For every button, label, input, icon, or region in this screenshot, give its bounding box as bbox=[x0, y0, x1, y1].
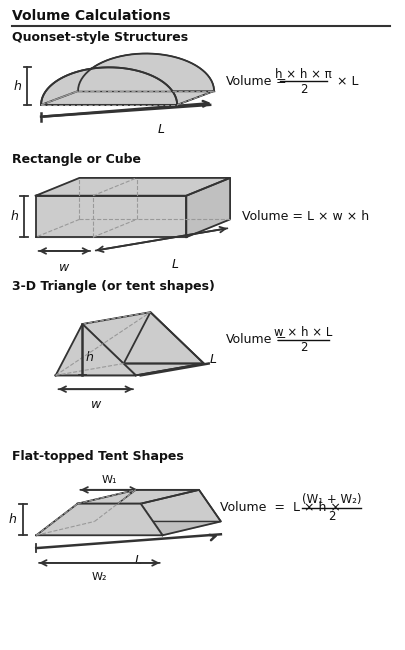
Text: w × h × L: w × h × L bbox=[274, 326, 333, 339]
Text: L: L bbox=[172, 258, 179, 271]
Text: Volume: Volume bbox=[226, 333, 272, 346]
Polygon shape bbox=[36, 196, 186, 237]
Text: h: h bbox=[11, 210, 18, 223]
Polygon shape bbox=[55, 324, 136, 375]
Text: Volume  =  L × h ×: Volume = L × h × bbox=[220, 501, 341, 514]
Text: 2: 2 bbox=[300, 341, 307, 354]
Polygon shape bbox=[124, 312, 204, 363]
Polygon shape bbox=[141, 490, 221, 535]
Text: Rectangle or Cube: Rectangle or Cube bbox=[12, 153, 141, 166]
Text: 3-D Triangle (or tent shapes): 3-D Triangle (or tent shapes) bbox=[12, 280, 215, 293]
Polygon shape bbox=[82, 312, 204, 375]
Text: × L: × L bbox=[333, 75, 358, 88]
Text: W₂: W₂ bbox=[92, 572, 107, 582]
Text: 2: 2 bbox=[300, 83, 307, 96]
Text: Volume Calculations: Volume Calculations bbox=[12, 9, 171, 23]
Text: W₁: W₁ bbox=[101, 475, 117, 485]
Polygon shape bbox=[77, 490, 199, 504]
Polygon shape bbox=[36, 178, 230, 196]
Text: L: L bbox=[158, 123, 165, 136]
Text: (W₁ + W₂): (W₁ + W₂) bbox=[302, 493, 361, 506]
Text: h × h × π: h × h × π bbox=[275, 68, 332, 81]
Text: =: = bbox=[272, 333, 291, 346]
Text: L: L bbox=[135, 554, 142, 567]
Polygon shape bbox=[94, 490, 221, 521]
Text: Quonset-style Structures: Quonset-style Structures bbox=[12, 31, 188, 44]
Text: h: h bbox=[14, 79, 21, 92]
Polygon shape bbox=[41, 53, 214, 105]
Polygon shape bbox=[186, 178, 230, 237]
Polygon shape bbox=[41, 68, 177, 105]
Text: Flat-topped Tent Shapes: Flat-topped Tent Shapes bbox=[12, 450, 184, 463]
Text: Volume = L × w × h: Volume = L × w × h bbox=[242, 210, 369, 223]
Text: w: w bbox=[91, 398, 101, 411]
Polygon shape bbox=[36, 504, 162, 535]
Polygon shape bbox=[78, 53, 214, 91]
Text: Volume: Volume bbox=[226, 75, 272, 88]
Text: =: = bbox=[272, 75, 291, 88]
Text: h: h bbox=[9, 513, 17, 526]
Text: 2: 2 bbox=[328, 510, 335, 523]
Text: L: L bbox=[210, 353, 217, 366]
Text: h: h bbox=[85, 351, 93, 364]
Polygon shape bbox=[55, 363, 204, 375]
Text: w: w bbox=[59, 261, 70, 274]
